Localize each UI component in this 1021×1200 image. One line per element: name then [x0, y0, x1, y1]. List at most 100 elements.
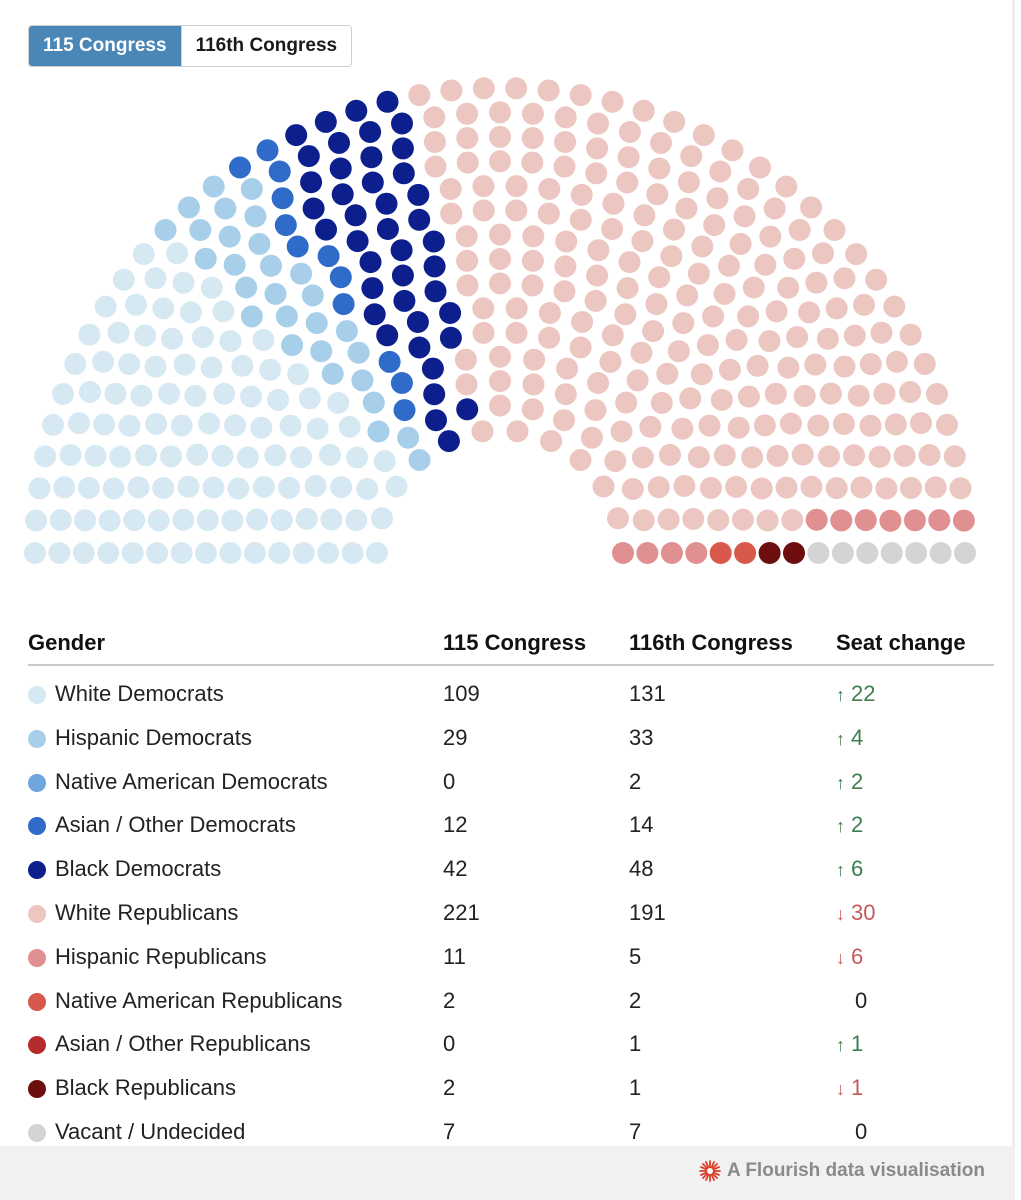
seat-dot[interactable] — [264, 282, 287, 305]
seat-dot[interactable] — [423, 106, 446, 129]
seat-dot[interactable] — [186, 443, 209, 466]
seat-dot[interactable] — [123, 509, 146, 532]
seat-dot[interactable] — [843, 324, 866, 347]
seat-dot[interactable] — [271, 187, 294, 210]
seat-dot[interactable] — [456, 127, 479, 150]
seat-dot[interactable] — [455, 373, 478, 396]
seat-dot[interactable] — [505, 321, 528, 344]
seat-dot[interactable] — [682, 507, 705, 530]
seat-dot[interactable] — [252, 328, 275, 351]
seat-dot[interactable] — [52, 383, 74, 405]
seat-dot[interactable] — [489, 272, 511, 295]
seat-dot[interactable] — [472, 321, 495, 344]
seat-dot[interactable] — [592, 475, 615, 498]
seat-dot[interactable] — [537, 202, 560, 225]
seat-dot[interactable] — [632, 99, 655, 122]
seat-dot[interactable] — [859, 414, 882, 437]
seat-dot[interactable] — [505, 77, 528, 100]
seat-dot[interactable] — [179, 301, 202, 324]
seat-dot[interactable] — [256, 139, 279, 162]
seat-dot[interactable] — [240, 385, 263, 408]
seat-dot[interactable] — [900, 476, 922, 499]
seat-dot[interactable] — [236, 446, 259, 469]
seat-dot[interactable] — [621, 478, 644, 500]
seat-dot[interactable] — [292, 542, 315, 564]
seat-dot[interactable] — [202, 476, 225, 499]
seat-dot[interactable] — [660, 245, 683, 268]
seat-dot[interactable] — [130, 384, 153, 407]
seat-dot[interactable] — [194, 247, 217, 270]
seat-dot[interactable] — [690, 363, 713, 386]
seat-dot[interactable] — [707, 509, 730, 532]
seat-dot[interactable] — [320, 508, 343, 531]
seat-dot[interactable] — [554, 255, 577, 278]
seat-dot[interactable] — [235, 276, 258, 299]
seat-dot[interactable] — [765, 300, 788, 323]
seat-dot[interactable] — [843, 444, 865, 467]
seat-dot[interactable] — [223, 253, 246, 276]
seat-dot[interactable] — [913, 352, 936, 375]
seat-dot[interactable] — [173, 353, 196, 376]
seat-dot[interactable] — [317, 245, 340, 268]
seat-dot[interactable] — [121, 542, 144, 564]
seat-dot[interactable] — [34, 445, 57, 468]
seat-dot[interactable] — [750, 477, 773, 500]
seat-dot[interactable] — [93, 413, 116, 436]
seat-dot[interactable] — [830, 509, 853, 532]
seat-dot[interactable] — [246, 508, 269, 531]
seat-dot[interactable] — [521, 398, 544, 421]
seat-dot[interactable] — [25, 509, 48, 532]
seat-dot[interactable] — [825, 477, 848, 500]
seat-dot[interactable] — [393, 289, 416, 312]
seat-dot[interactable] — [833, 267, 856, 290]
seat-dot[interactable] — [645, 293, 668, 316]
seat-dot[interactable] — [376, 90, 399, 113]
seat-dot[interactable] — [853, 293, 875, 316]
tab-115-congress[interactable]: 115 Congress — [29, 26, 181, 66]
seat-dot[interactable] — [243, 542, 266, 564]
seat-dot[interactable] — [145, 412, 168, 435]
seat-dot[interactable] — [489, 248, 511, 270]
seat-dot[interactable] — [741, 446, 764, 469]
seat-dot[interactable] — [98, 509, 121, 532]
seat-dot[interactable] — [631, 446, 654, 469]
seat-dot[interactable] — [729, 232, 752, 255]
seat-dot[interactable] — [319, 443, 341, 466]
seat-dot[interactable] — [24, 542, 46, 564]
seat-dot[interactable] — [301, 284, 324, 307]
seat-dot[interactable] — [899, 323, 922, 346]
seat-dot[interactable] — [540, 430, 563, 453]
seat-dot[interactable] — [800, 196, 823, 219]
seat-dot[interactable] — [268, 160, 291, 183]
seat-dot[interactable] — [317, 542, 340, 564]
seat-dot[interactable] — [345, 509, 368, 532]
seat-dot[interactable] — [788, 219, 811, 241]
seat-dot[interactable] — [160, 445, 182, 468]
seat-dot[interactable] — [775, 175, 798, 198]
seat-dot[interactable] — [659, 443, 681, 466]
seat-dot[interactable] — [538, 178, 561, 200]
seat-dot[interactable] — [615, 391, 638, 414]
seat-dot[interactable] — [327, 391, 350, 414]
seat-dot[interactable] — [285, 124, 308, 147]
seat-dot[interactable] — [505, 175, 528, 198]
seat-dot[interactable] — [144, 267, 167, 290]
seat-dot[interactable] — [775, 476, 798, 499]
seat-dot[interactable] — [663, 218, 685, 241]
seat-dot[interactable] — [873, 382, 896, 405]
seat-dot[interactable] — [472, 175, 495, 198]
seat-dot[interactable] — [880, 542, 903, 564]
seat-dot[interactable] — [553, 155, 576, 178]
seat-dot[interactable] — [392, 162, 415, 185]
seat-dot[interactable] — [224, 414, 247, 437]
seat-dot[interactable] — [376, 324, 399, 347]
seat-dot[interactable] — [297, 145, 320, 168]
seat-dot[interactable] — [584, 289, 607, 312]
seat-dot[interactable] — [660, 542, 683, 564]
seat-dot[interactable] — [274, 214, 297, 237]
seat-dot[interactable] — [854, 509, 877, 532]
seat-dot[interactable] — [332, 293, 355, 316]
seat-dot[interactable] — [879, 509, 902, 532]
seat-dot[interactable] — [783, 542, 805, 564]
seat-dot[interactable] — [816, 327, 839, 350]
